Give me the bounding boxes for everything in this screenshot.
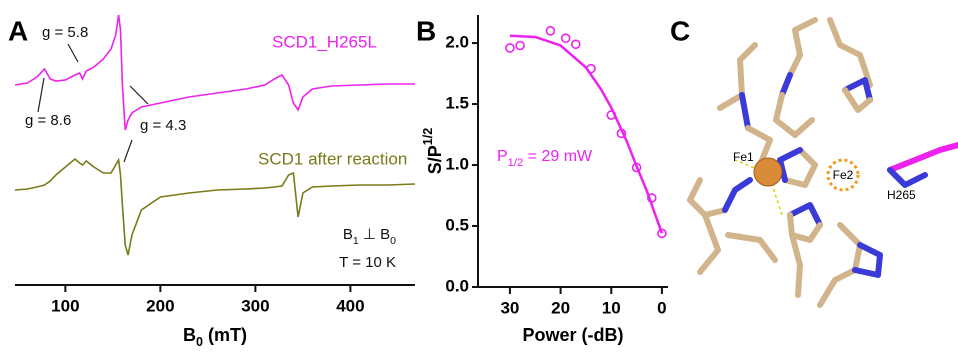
series-label: SCD1_H265L [272,32,377,51]
residue [790,205,820,225]
y-tick-label: 2.0 [445,33,469,52]
label-part: ⊥ B [359,226,390,243]
panel-label: A [8,15,28,46]
residue [742,95,748,128]
residue [780,150,800,180]
series-label: SCD1 after reaction [258,149,407,168]
residue [720,45,755,108]
fit-line [510,36,662,234]
h265-residue [890,170,925,185]
label: Power (-dB) [523,325,624,345]
residue [690,180,725,215]
label-part: = 29 mW [523,148,593,165]
label: P1/2 = 29 mW [497,148,593,169]
data-point [562,34,570,42]
y-tick-label: 0.0 [445,276,469,295]
label-part: 0 [390,235,396,247]
structure [690,20,958,305]
label-part: g = 8.6 [25,112,71,129]
residue [728,235,775,260]
atom-label: H265 [887,188,916,202]
pointer [130,86,148,104]
label-part: g = 4.3 [140,117,186,134]
panel-label: C [670,15,690,46]
pointer [124,140,132,162]
pointer [38,78,44,112]
label-part: 0 [196,335,203,349]
label-part: g = 5.8 [42,24,88,41]
atom-label: Fe1 [733,150,754,164]
y-tick-label: 1.5 [445,94,469,113]
residue [776,95,812,135]
x-tick-label: 20 [551,298,570,317]
h265-residue [890,145,958,170]
label: T = 10 K [339,254,396,271]
y-tick-label: 0.5 [445,215,469,234]
label-part: S/P [425,145,445,174]
residue [820,225,860,305]
label: g = 4.3 [140,117,186,134]
label-part: Power (-dB) [523,325,624,345]
label: g = 8.6 [25,112,71,129]
y-tick-label: 1.0 [445,155,469,174]
x-tick-label: 300 [241,296,269,315]
residue [830,20,870,85]
panel-label: B [416,15,436,46]
label: B0 (mT) [183,325,247,350]
label-part: B [183,325,196,345]
residue [792,235,800,295]
label: S/P1/2 [421,128,444,175]
figure: C Fe1 Fe2 H265 A100200300400B0 (mT)SCD1_… [0,0,958,352]
data-point [506,44,514,52]
x-tick-label: 400 [336,296,364,315]
data-point [516,41,524,49]
fe1-sphere [754,158,782,186]
label-part: 1/2 [421,128,435,146]
label-part: 1/2 [508,157,524,169]
data-point [572,40,580,48]
pointers [38,44,148,162]
pointer [68,44,78,62]
data-point [546,27,554,35]
x-tick-label: 30 [500,298,519,317]
label: B1 ⊥ B0 [343,226,396,247]
label-part: P [497,148,508,165]
residue [782,75,790,95]
atom-label: Fe2 [833,168,854,182]
label: g = 5.8 [42,24,88,41]
residue [790,20,815,75]
label-part: T = 10 K [339,254,396,271]
residue [725,180,750,210]
x-tick-label: 100 [51,296,79,315]
residue [700,215,718,272]
x-tick-label: 10 [602,298,621,317]
x-tick-label: 0 [657,298,666,317]
label-part: (mT) [203,325,247,345]
label-part: B [343,226,353,243]
x-tick-label: 200 [146,296,174,315]
